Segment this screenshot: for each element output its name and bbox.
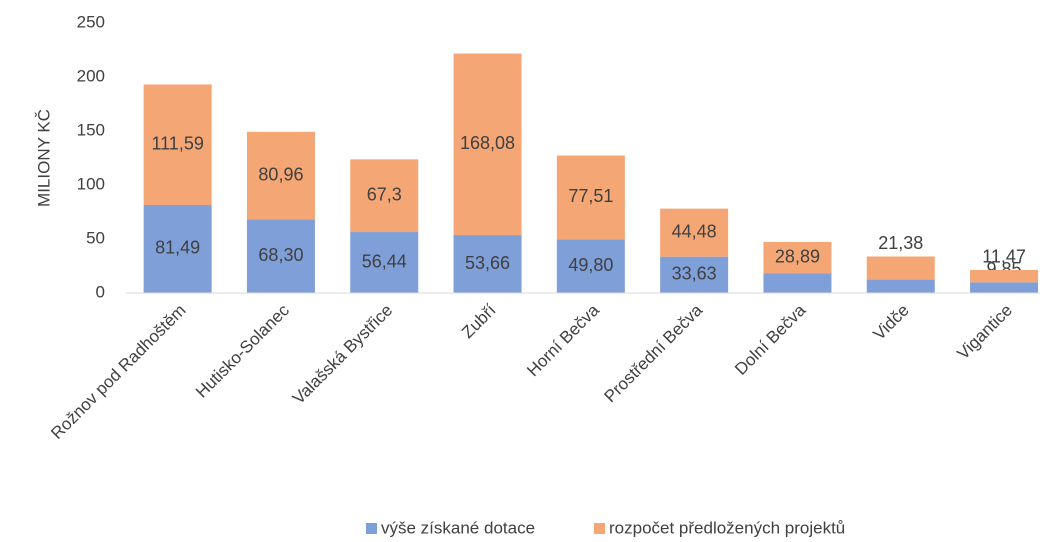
bar-segment — [866, 256, 935, 280]
data-label: 81,49 — [155, 238, 200, 258]
bar-segment — [866, 279, 935, 293]
y-tick-label: 50 — [86, 228, 105, 247]
bar-segment — [556, 239, 625, 293]
x-tick-label: Vigantice — [953, 301, 1016, 364]
data-label: 28,89 — [775, 246, 820, 266]
data-label: 111,59 — [151, 133, 203, 153]
bar-segment — [350, 159, 419, 233]
data-label: 77,51 — [568, 186, 613, 206]
data-label: 21,38 — [878, 233, 923, 253]
data-label: 53,66 — [465, 253, 510, 273]
legend-label: výše získané dotace — [381, 518, 535, 537]
x-tick-label: Dolní Bečva — [731, 300, 810, 379]
x-tick-label: Vidče — [869, 301, 912, 344]
x-tick-label: Valašská Bystřice — [289, 301, 396, 408]
bar-segment — [246, 219, 315, 293]
legend-swatch — [366, 523, 377, 534]
bar-segment — [970, 269, 1039, 283]
bar-segment — [453, 53, 522, 236]
bar-segment — [143, 84, 212, 205]
data-label: 33,63 — [672, 264, 717, 284]
data-label: 56,44 — [362, 251, 407, 271]
y-tick-label: 150 — [77, 120, 105, 139]
data-label: 44,48 — [672, 221, 717, 241]
bar-segment — [660, 256, 729, 293]
bar-segment — [660, 208, 729, 257]
bar-segment — [453, 235, 522, 293]
y-axis-title: MILIONY KČ — [34, 109, 53, 207]
bar-segment — [246, 131, 315, 220]
legend-label: rozpočet předložených projektů — [609, 518, 845, 537]
x-tick-label: Rožnov pod Radhoštěm — [47, 301, 189, 443]
y-tick-label: 0 — [96, 282, 105, 301]
data-label: 68,30 — [258, 245, 303, 265]
y-tick-label: 250 — [77, 12, 105, 31]
legend-swatch — [594, 523, 605, 534]
data-label: 11,47 — [982, 247, 1026, 267]
bar-segment — [556, 155, 625, 240]
y-tick-label: 200 — [77, 66, 105, 85]
bar-segment — [350, 232, 419, 293]
x-tick-label: Zubří — [458, 300, 500, 342]
bar-segment — [763, 241, 832, 274]
x-tick-label: Hutisko-Solanec — [192, 300, 293, 401]
x-tick-label: Prostřední Bečva — [601, 300, 707, 406]
data-label: 168,08 — [460, 133, 515, 153]
data-label: 49,80 — [568, 255, 613, 275]
y-tick-label: 100 — [77, 174, 105, 193]
bar-segment — [143, 204, 212, 293]
bar-segment — [970, 282, 1039, 293]
data-label: 80,96 — [258, 164, 303, 184]
x-tick-label: Horní Bečva — [523, 300, 603, 380]
bar-segment — [763, 273, 832, 293]
data-label: 67,3 — [367, 184, 402, 204]
